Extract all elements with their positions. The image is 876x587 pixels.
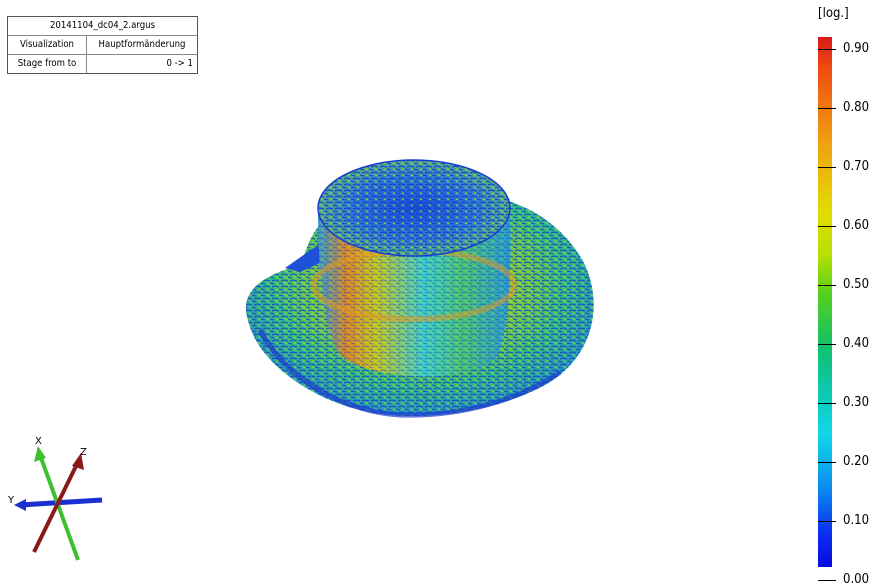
legend-tick-mark [818,167,836,168]
deformed-part-mesh [245,159,594,418]
legend-tick-mark [818,462,836,463]
legend-tick-label: 0.10 [843,513,870,528]
info-row-visualization: Visualization Hauptformänderung [8,36,197,55]
legend-tick-label: 0.20 [843,454,870,469]
axis-triad[interactable]: X Z Y [7,436,103,561]
info-key: Stage from to [8,55,87,73]
axis-label-y: Y [7,495,15,506]
legend-tick-label: 0.40 [843,336,870,351]
legend-tick-label: 0.60 [843,218,870,233]
3d-viewport[interactable]: X Z Y [0,0,876,569]
info-row-stage: Stage from to 0 -> 1 [8,55,197,73]
legend-tick-mark [818,285,836,286]
legend-tick-label: 0.30 [843,395,870,410]
axis-label-x: X [35,436,42,447]
legend-tick-mark [818,108,836,109]
legend-tick-mark [818,580,836,581]
legend-tick-mark [818,521,836,522]
legend-unit: [log.] [818,6,849,21]
legend-tick-mark [818,344,836,345]
axis-label-z: Z [80,447,87,458]
legend-tick-label: 0.50 [843,277,870,292]
file-name: 20141104_dc04_2.argus [8,17,197,36]
legend-tick-mark [818,226,836,227]
legend-tick-label: 0.90 [843,41,870,56]
legend-tick-label: 0.00 [843,572,870,587]
legend-tick-label: 0.80 [843,100,870,115]
info-value: Hauptformänderung [98,39,186,50]
legend-tick-mark [818,49,836,50]
color-scale-bar [818,37,832,567]
info-key: Visualization [8,36,87,54]
info-table: 20141104_dc04_2.argus Visualization Haup… [7,16,198,74]
legend-tick-mark [818,403,836,404]
legend-tick-label: 0.70 [843,159,870,174]
info-value: 0 -> 1 [166,58,193,69]
